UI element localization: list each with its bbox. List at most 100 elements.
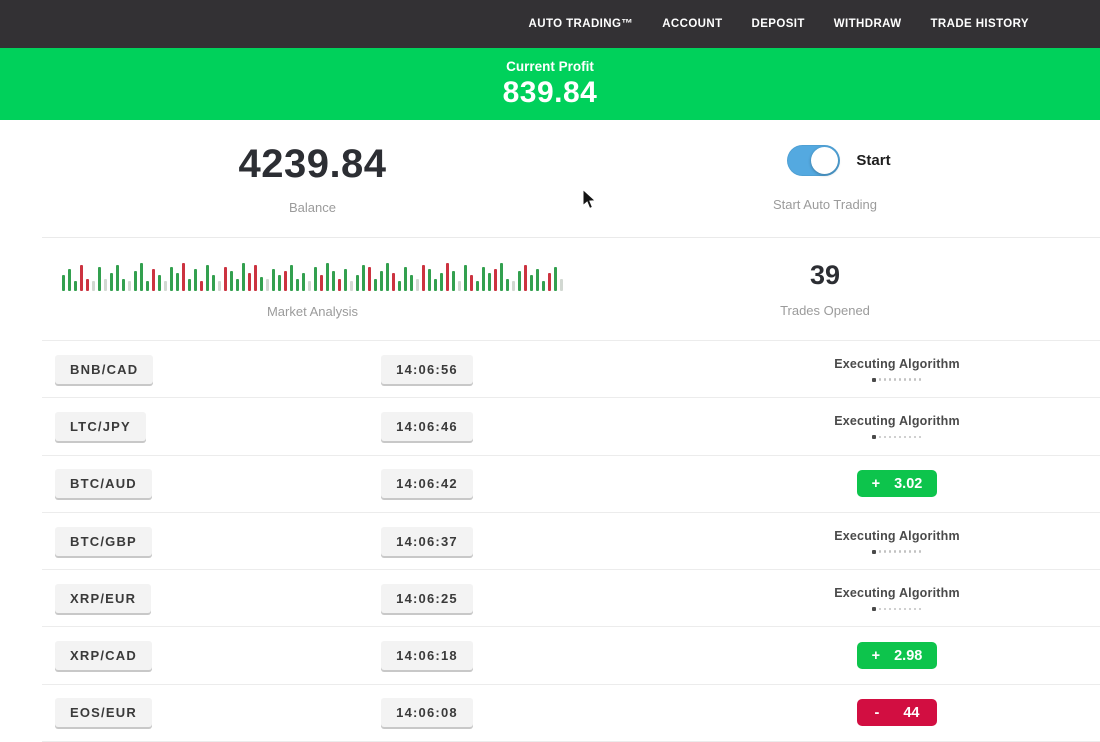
candle-bar <box>140 263 143 291</box>
candle-bar <box>206 265 209 291</box>
candle-bar <box>368 267 371 291</box>
candle-bar <box>278 275 281 291</box>
toggle-knob-icon <box>811 147 839 174</box>
executing-status: Executing Algorithm <box>834 529 960 554</box>
candle-bar <box>284 271 287 291</box>
candle-bar <box>476 281 479 291</box>
top-nav: AUTO TRADING™ ACCOUNT DEPOSIT WITHDRAW TRADE… <box>0 0 1100 48</box>
candle-bar <box>422 265 425 291</box>
progress-dots-icon <box>872 377 922 382</box>
time-pill: 14:06:42 <box>381 469 473 499</box>
executing-label: Executing Algorithm <box>834 356 960 371</box>
candle-bar <box>302 273 305 291</box>
toggle-caption: Start Auto Trading <box>772 197 878 212</box>
candle-bar <box>524 265 527 291</box>
candle-bar <box>98 267 101 291</box>
badge-sign: + <box>871 475 881 492</box>
candle-bar <box>416 279 419 291</box>
candle-bar <box>134 271 137 291</box>
candle-bar <box>458 281 461 291</box>
nav-item-withdraw[interactable]: WITHDRAW <box>833 18 902 30</box>
executing-label: Executing Algorithm <box>834 528 960 543</box>
candle-bar <box>404 267 407 291</box>
candle-bar <box>212 275 215 291</box>
auto-trading-toggle[interactable] <box>787 145 841 176</box>
executing-status: Executing Algorithm <box>834 357 960 382</box>
candle-bar <box>170 267 173 291</box>
result-badge: +2.98 <box>857 642 937 670</box>
time-pill: 14:06:46 <box>381 411 473 441</box>
candle-bar <box>506 279 509 291</box>
market-analysis-label: Market Analysis <box>266 304 359 319</box>
candle-bar <box>464 265 467 291</box>
pair-pill: BTC/AUD <box>55 469 152 499</box>
nav-item-auto-trading[interactable]: AUTO TRADING™ <box>528 18 634 30</box>
time-pill: 14:06:08 <box>381 698 473 728</box>
balance-value: 4239.84 <box>238 142 387 186</box>
candle-bar <box>314 267 317 291</box>
trades-list: BNB/CAD 14:06:56 Executing Algorithm LTC/JP… <box>42 340 1100 742</box>
candle-bar <box>350 281 353 291</box>
candle-bar <box>326 263 329 291</box>
candle-bar <box>110 273 113 291</box>
badge-sign: - <box>874 704 880 721</box>
candle-bar <box>440 273 443 291</box>
candle-bar <box>362 265 365 291</box>
candle-bar <box>356 275 359 291</box>
executing-label: Executing Algorithm <box>834 413 960 428</box>
pair-pill: XRP/EUR <box>55 583 152 613</box>
time-pill: 14:06:18 <box>381 641 473 671</box>
candle-bar <box>260 277 263 291</box>
candle-bar <box>248 273 251 291</box>
candle-bar <box>548 273 551 291</box>
candle-bar <box>344 269 347 291</box>
trade-row: BTC/AUD 14:06:42 +3.02 <box>42 455 1100 513</box>
candle-bar <box>182 263 185 291</box>
candle-bar <box>434 279 437 291</box>
badge-sign: + <box>871 647 881 664</box>
progress-dots-icon <box>872 606 922 611</box>
candle-bar <box>410 275 413 291</box>
candle-bar <box>254 265 257 291</box>
candle-bar <box>164 281 167 291</box>
candle-bar <box>92 281 95 291</box>
executing-label: Executing Algorithm <box>834 585 960 600</box>
candle-bar <box>200 281 203 291</box>
executing-status: Executing Algorithm <box>834 586 960 611</box>
candle-bar <box>452 271 455 291</box>
nav-item-trade-history[interactable]: TRADE HISTORY <box>930 18 1029 30</box>
candle-bar <box>518 271 521 291</box>
badge-value: 2.98 <box>894 647 923 664</box>
trade-row: BTC/GBP 14:06:37 Executing Algorithm <box>42 512 1100 571</box>
pair-pill: XRP/CAD <box>55 641 152 671</box>
pair-pill: BNB/CAD <box>55 354 154 384</box>
stats-row-top: 4239.84 Balance Start Start Auto Trading <box>0 120 1100 237</box>
candle-bar <box>308 281 311 291</box>
candle-bar <box>296 279 299 291</box>
candle-bar <box>338 279 341 291</box>
candle-bar <box>104 279 107 291</box>
candle-bar <box>218 281 221 291</box>
progress-dots-icon <box>872 549 922 554</box>
stats-row-bottom: Market Analysis 39 Trades Opened <box>0 238 1100 340</box>
candle-bar <box>482 267 485 291</box>
candle-bar <box>68 269 71 291</box>
candle-bar <box>128 281 131 291</box>
candle-bar <box>236 279 239 291</box>
nav-item-deposit[interactable]: DEPOSIT <box>751 18 805 30</box>
candle-bar <box>80 265 83 291</box>
candle-bar <box>554 267 557 291</box>
candle-bar <box>62 275 65 291</box>
trade-row: XRP/CAD 14:06:18 +2.98 <box>42 627 1100 685</box>
candle-bar <box>152 269 155 291</box>
executing-status: Executing Algorithm <box>834 414 960 439</box>
nav-item-account[interactable]: ACCOUNT <box>662 18 723 30</box>
candle-bar <box>398 281 401 291</box>
pair-pill: LTC/JPY <box>55 411 146 441</box>
candle-bar <box>470 275 473 291</box>
candle-bar <box>560 279 563 291</box>
candle-bar <box>158 275 161 291</box>
badge-value: 3.02 <box>894 475 923 492</box>
profit-banner: Current Profit 839.84 <box>0 48 1100 120</box>
time-pill: 14:06:37 <box>381 526 473 556</box>
